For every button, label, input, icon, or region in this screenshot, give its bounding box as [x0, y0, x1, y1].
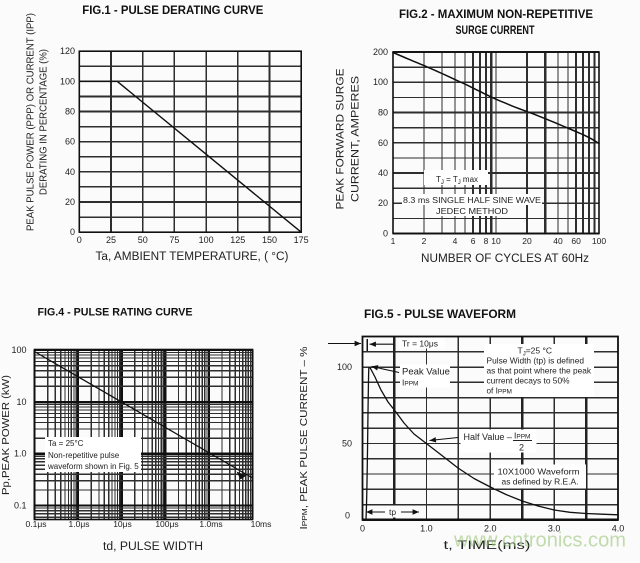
svg-text:10: 10 [16, 397, 26, 407]
svg-text:20: 20 [378, 198, 388, 208]
svg-text:TJ = TJ max: TJ = TJ max [436, 175, 478, 186]
svg-text:PEAK PULSE POWER (P⁠P⁠P) OR CU: PEAK PULSE POWER (P⁠P⁠P) OR CURRENT (I⁠P… [26, 13, 37, 231]
svg-text:100: 100 [60, 76, 75, 86]
svg-text:100: 100 [11, 345, 26, 355]
svg-text:2.0: 2.0 [484, 524, 497, 534]
svg-text:SURGE CURRENT: SURGE CURRENT [456, 25, 535, 37]
svg-text:175: 175 [294, 235, 309, 245]
svg-text:6: 6 [471, 236, 476, 246]
svg-text:100: 100 [373, 77, 388, 87]
svg-text:80: 80 [65, 107, 75, 117]
svg-text:Ta = 25°C: Ta = 25°C [48, 439, 84, 448]
svg-text:40: 40 [553, 236, 563, 246]
svg-text:8: 8 [484, 236, 489, 246]
svg-text:Half Value –: Half Value – [464, 432, 512, 442]
svg-text:1.0: 1.0 [420, 524, 433, 534]
svg-text:2: 2 [422, 236, 427, 246]
svg-text:Peak Value: Peak Value [402, 367, 450, 378]
svg-text:current decays to 50%: current decays to 50% [487, 377, 570, 386]
svg-text:0: 0 [360, 524, 365, 534]
svg-text:Pp,PEAK POWER (kW): Pp,PEAK POWER (kW) [0, 375, 12, 495]
svg-text:FIG.5 - PULSE WAVEFORM: FIG.5 - PULSE WAVEFORM [364, 309, 516, 321]
svg-text:2: 2 [519, 443, 524, 453]
svg-text:TJ=25 °C: TJ=25 °C [518, 346, 553, 358]
svg-text:1.0: 1.0 [14, 449, 27, 459]
svg-text:0: 0 [77, 235, 82, 245]
svg-text:4: 4 [453, 236, 458, 246]
svg-text:40: 40 [65, 167, 75, 177]
svg-text:50: 50 [138, 235, 148, 245]
svg-text:20: 20 [65, 197, 75, 207]
svg-text:FIG.1 - PULSE DERATING CURVE: FIG.1 - PULSE DERATING CURVE [82, 5, 263, 17]
svg-text:DERATING IN PERCENTAGE (%): DERATING IN PERCENTAGE (%) [39, 49, 50, 195]
svg-text:200: 200 [373, 47, 388, 57]
svg-text:120: 120 [60, 46, 75, 56]
svg-text:IPPM, PEAK PULSE CURRENT – %: IPPM, PEAK PULSE CURRENT – % [298, 347, 310, 530]
svg-text:20: 20 [522, 236, 532, 246]
svg-text:0.1μs: 0.1μs [26, 519, 47, 529]
svg-text:Ta, AMBIENT TEMPERATURE, ( °C): Ta, AMBIENT TEMPERATURE, ( °C) [96, 251, 289, 263]
svg-text:tp: tp [389, 507, 396, 517]
svg-text:0: 0 [383, 229, 388, 239]
svg-text:100: 100 [199, 235, 214, 245]
svg-text:8.3 ms SINGLE HALF SINE WAVE: 8.3 ms SINGLE HALF SINE WAVE [403, 195, 541, 205]
svg-text:Pulse Width (tp) is defined: Pulse Width (tp) is defined [487, 357, 585, 366]
svg-text:1.0μs: 1.0μs [69, 519, 90, 529]
svg-text:100μs: 100μs [155, 519, 178, 529]
svg-text:NUMBER OF CYCLES AT 60Hz: NUMBER OF CYCLES AT 60Hz [421, 253, 589, 265]
svg-text:4.0: 4.0 [612, 524, 625, 534]
svg-text:www.cntronics.com: www.cntronics.com [453, 529, 626, 552]
svg-text:1.0ms: 1.0ms [199, 519, 222, 529]
svg-text:100: 100 [592, 236, 606, 246]
svg-text:3.0: 3.0 [548, 524, 561, 534]
svg-text:FIG.4 - PULSE RATING CURVE: FIG.4 - PULSE RATING CURVE [38, 307, 193, 319]
svg-text:10: 10 [491, 236, 501, 246]
svg-text:0.1: 0.1 [14, 501, 27, 511]
svg-text:as defined by R.E.A.: as defined by R.E.A. [502, 477, 579, 487]
svg-text:1: 1 [391, 236, 396, 246]
svg-text:50: 50 [342, 439, 352, 449]
svg-text:t, TIME(ms): t, TIME(ms) [444, 540, 531, 552]
svg-text:0: 0 [70, 227, 75, 237]
svg-text:25: 25 [106, 235, 116, 245]
svg-text:125: 125 [230, 235, 245, 245]
svg-text:Tr = 10μs: Tr = 10μs [402, 339, 438, 349]
svg-text:150: 150 [262, 235, 277, 245]
svg-text:10ms: 10ms [251, 519, 272, 529]
svg-text:waveform shown in Fig. 5: waveform shown in Fig. 5 [47, 462, 139, 471]
svg-text:0: 0 [345, 511, 350, 521]
svg-text:60: 60 [65, 137, 75, 147]
svg-text:Non-repetitive pulse: Non-repetitive pulse [48, 451, 120, 460]
svg-text:as that point where the peak: as that point where the peak [487, 367, 592, 376]
svg-text:CURRENT, AMPERES: CURRENT, AMPERES [350, 76, 362, 202]
svg-text:80: 80 [378, 108, 388, 118]
svg-text:of IPPM: of IPPM [487, 387, 512, 396]
svg-text:FIG.2 - MAXIMUM NON-REPETITIVE: FIG.2 - MAXIMUM NON-REPETITIVE [399, 9, 593, 21]
svg-text:PEAK FORWARD SURGE: PEAK FORWARD SURGE [335, 69, 347, 210]
svg-text:75: 75 [169, 235, 179, 245]
svg-text:100: 100 [337, 362, 352, 372]
svg-text:IPPM: IPPM [402, 378, 418, 388]
svg-text:60: 60 [571, 236, 581, 246]
svg-text:10X1000 Waveform: 10X1000 Waveform [498, 467, 580, 477]
svg-text:IPPM: IPPM [514, 431, 530, 441]
svg-text:JEDEC METHOD: JEDEC METHOD [436, 206, 508, 216]
svg-text:60: 60 [378, 138, 388, 148]
svg-text:40: 40 [378, 168, 388, 178]
svg-text:td, PULSE WIDTH: td, PULSE WIDTH [103, 541, 203, 553]
svg-text:10μs: 10μs [113, 519, 132, 529]
